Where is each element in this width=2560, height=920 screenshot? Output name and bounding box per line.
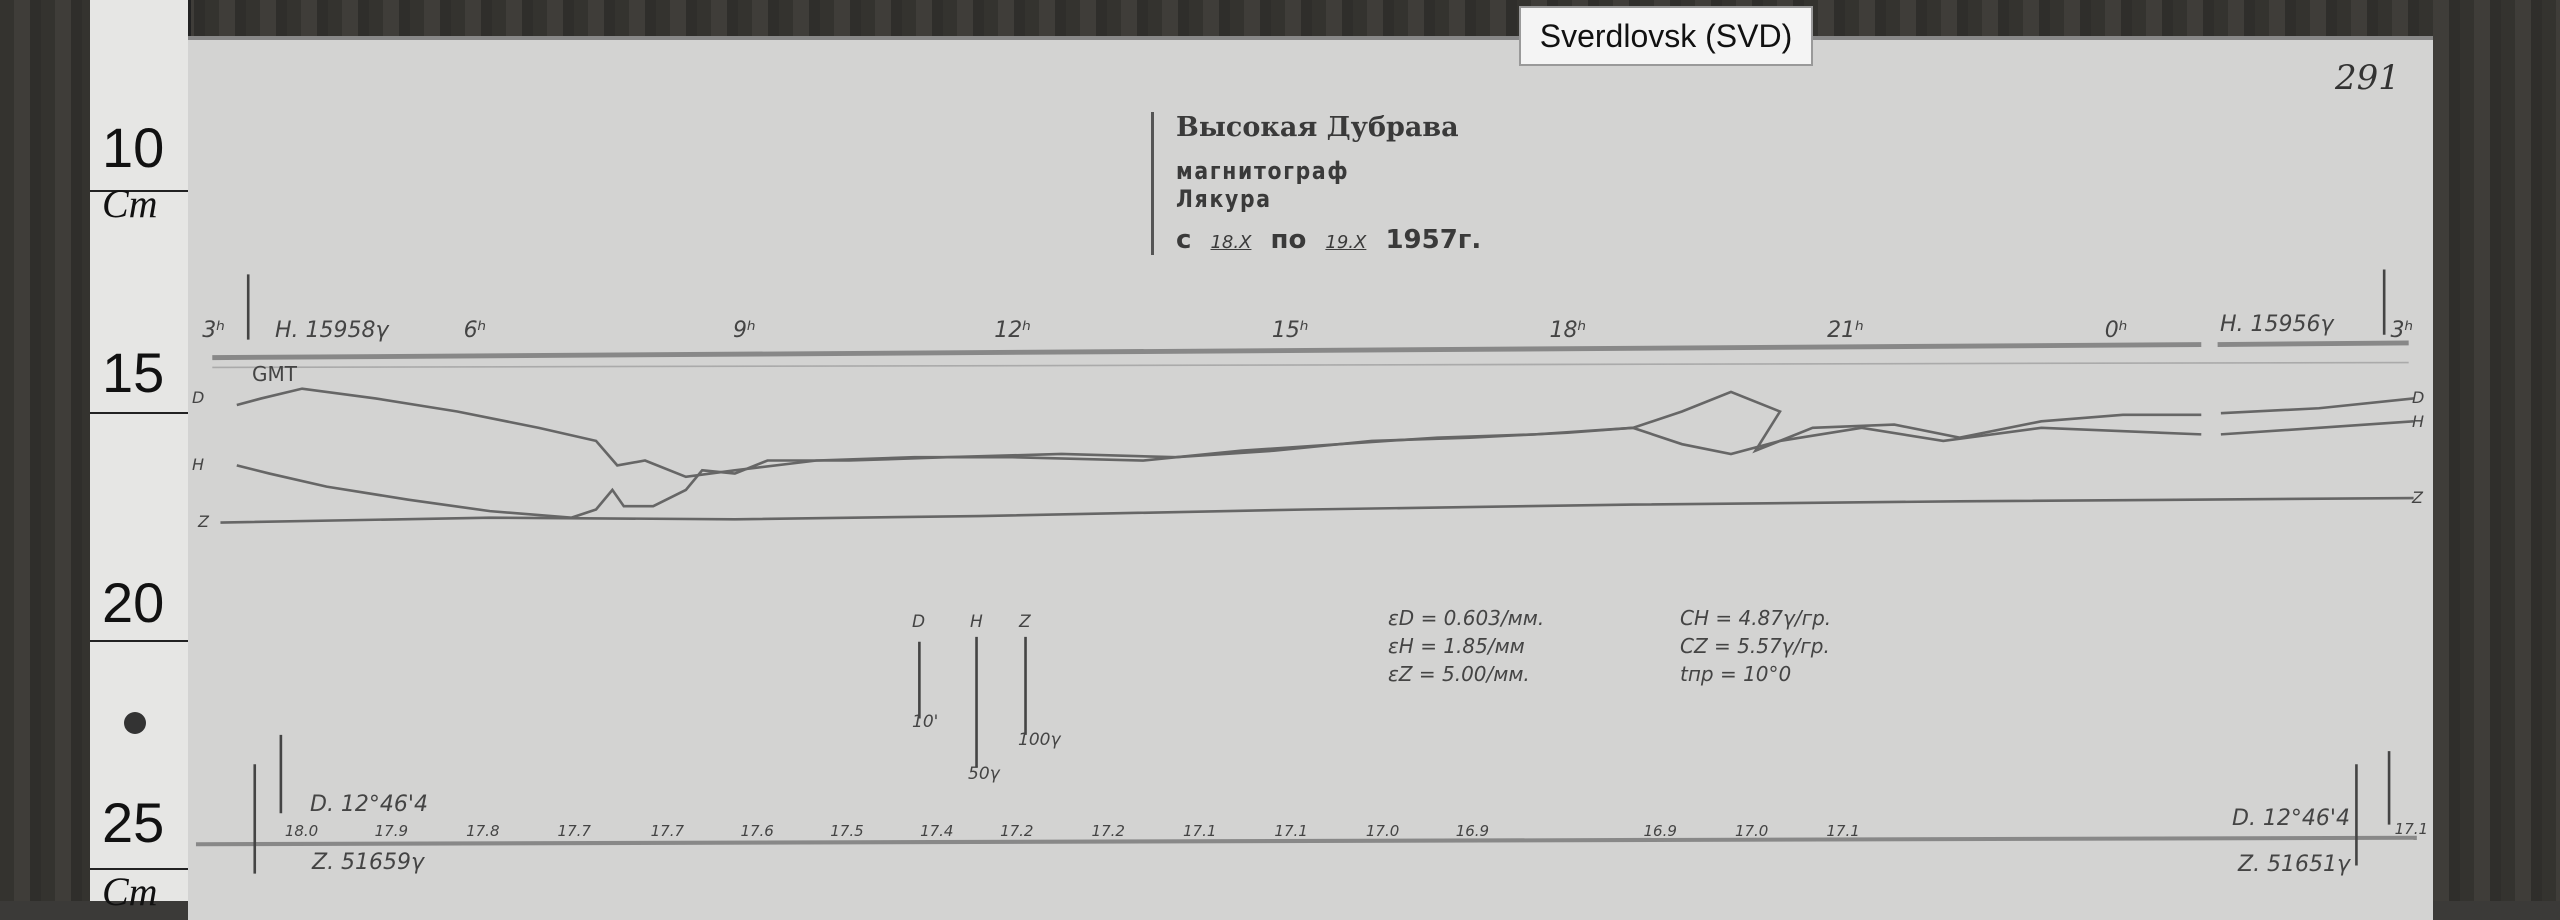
temperature-label: 18.0	[284, 822, 319, 840]
temperature-label: 17.9	[374, 822, 409, 840]
scale-bar-label-z: Z	[1019, 612, 1031, 632]
trace-label-d-right: D	[2412, 388, 2425, 407]
temperature-label: 17.1	[1182, 822, 1217, 840]
ruler-tick	[90, 412, 188, 414]
scale-bar-label-h: H	[970, 612, 983, 632]
date-mid: по	[1270, 225, 1307, 255]
page-number: 291	[2335, 58, 2400, 98]
h-trace-right	[2220, 420, 2414, 436]
scale-bar-value-d: 10'	[912, 712, 939, 732]
trace-label-h-right: H	[2412, 412, 2425, 431]
bottom-right-z: Z. 51651γ	[2238, 852, 2351, 877]
ruler-mark: 25	[102, 791, 165, 854]
d-trace	[236, 387, 2202, 479]
bottom-left-d: D. 12°46'4	[310, 792, 428, 817]
scale-constants: εD = 0.603/мм. εH = 1.85/мм εZ = 5.00/мм…	[1388, 604, 1544, 688]
constant-epsilon-d: εD = 0.603/мм.	[1388, 606, 1545, 630]
reference-line	[212, 361, 2409, 369]
temperature-label: 17.7	[650, 822, 685, 840]
constant-t: tпр = 10°0	[1680, 662, 1792, 686]
constant-c-z: CZ = 5.57γ/гр.	[1680, 634, 1830, 658]
ruler-unit: Cm	[102, 181, 158, 226]
hour-label: 18ʰ	[1549, 318, 1587, 343]
temperature-label: 17.6	[740, 822, 774, 840]
ruler-tick	[90, 190, 188, 192]
title-stamp: Высокая Дубрава магнитограф Лякура с 18.…	[1151, 112, 1496, 255]
hour-label: 3ʰ	[2390, 318, 2414, 343]
magnetogram-traces	[195, 269, 2417, 874]
temperature-label: 17.0	[1734, 822, 1769, 840]
bottom-right-d: D. 12°46'4	[2232, 806, 2350, 831]
year: 1957г.	[1385, 225, 1482, 255]
trace-label-h: H	[192, 455, 205, 474]
centimeter-ruler: 10 Cm 15 20 25 Cm	[90, 0, 191, 914]
hour-label: 0ʰ	[2104, 318, 2128, 343]
scale-bar-label-d: D	[912, 612, 926, 632]
magnetogram-sheet	[188, 36, 2433, 920]
scale-bar-value-z: 100γ	[1018, 730, 1061, 750]
date-to: 19.X	[1325, 232, 1367, 253]
hour-baseline-right	[2217, 340, 2409, 348]
trace-label-z-right: Z	[2412, 488, 2423, 507]
temperature-label: 17.4	[920, 822, 954, 840]
temperature-constants: CH = 4.87γ/гр. CZ = 5.57γ/гр. tпр = 10°0	[1680, 604, 1831, 688]
temperature-label: 16.9	[1643, 822, 1677, 840]
hour-label: 3ʰ	[202, 318, 226, 343]
instrument-name: магнитограф Лякура	[1176, 157, 1350, 213]
temperature-label: 17.8	[466, 822, 500, 840]
temperature-label: 17.0	[1365, 822, 1400, 840]
temperature-label: 17.1	[1826, 822, 1860, 840]
time-reference: GMT	[252, 362, 297, 386]
scale-bar-value-h: 50γ	[968, 764, 1000, 784]
hour-label: 15ʰ	[1271, 318, 1309, 343]
constant-c-h: CH = 4.87γ/гр.	[1680, 606, 1832, 630]
temperature-label: 17.7	[557, 822, 591, 840]
ruler-mark: 10	[102, 116, 165, 179]
h-trace	[236, 426, 2202, 519]
date-prefix: с	[1176, 225, 1192, 255]
z-trace	[220, 496, 2414, 524]
constant-epsilon-h: εH = 1.85/мм	[1388, 634, 1525, 658]
temperature-label: 17.2	[1000, 822, 1034, 840]
bottom-left-z: Z. 51659γ	[312, 850, 425, 875]
baseline-left-label: H. 15958γ	[275, 318, 389, 343]
d-trace-right	[2220, 397, 2414, 415]
ruler-tick	[90, 640, 188, 642]
temperature-label: 16.9	[1455, 822, 1490, 840]
ruler-hole	[124, 712, 146, 734]
temperature-label: 17.1	[2394, 820, 2429, 838]
hour-label: 6ʰ	[463, 318, 487, 343]
ruler-mark: 15	[102, 341, 165, 404]
trace-label-z: Z	[198, 512, 209, 531]
hour-label: 21ʰ	[1827, 318, 1864, 343]
trace-label-d: D	[192, 388, 205, 407]
date-from: 18.X	[1210, 232, 1252, 253]
hour-label: 9ʰ	[733, 318, 756, 343]
constant-epsilon-z: εZ = 5.00/мм.	[1388, 662, 1530, 686]
bottom-baseline	[195, 835, 2417, 847]
ruler-mark: 20	[102, 571, 165, 634]
temperature-label: 17.2	[1091, 822, 1125, 840]
station-tag: Sverdlovsk (SVD)	[1519, 6, 1813, 66]
hour-baseline	[212, 342, 2202, 361]
station-name: Высокая Дубрава	[1176, 112, 1459, 143]
ruler-tick	[90, 868, 188, 870]
date-range: с 18.X по 19.X 1957г.	[1176, 225, 1496, 255]
hour-label: 12ʰ	[994, 318, 1032, 343]
baseline-right-label: H. 15956γ	[2220, 312, 2334, 337]
temperature-label: 17.5	[830, 822, 864, 840]
temperature-label: 17.1	[1274, 822, 1308, 840]
